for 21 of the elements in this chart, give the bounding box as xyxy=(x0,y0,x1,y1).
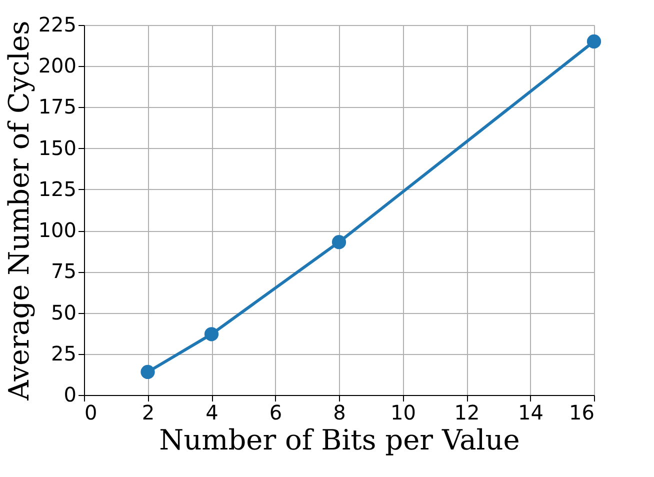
x-tick-label: 14 xyxy=(518,400,544,424)
y-tick-label: 225 xyxy=(38,12,76,36)
x-tick-label: 12 xyxy=(454,400,480,424)
x-tick-label: 8 xyxy=(333,400,346,424)
y-tick-label: 0 xyxy=(64,382,76,406)
x-tick-label: 0 xyxy=(84,400,98,424)
x-tick-label: 16 xyxy=(569,400,594,424)
x-tick-label: 6 xyxy=(269,400,282,424)
x-tick-label: 10 xyxy=(390,400,416,424)
x-tick-label: 2 xyxy=(142,400,155,424)
y-tick-label: 150 xyxy=(38,136,76,160)
x-axis-title: Number of Bits per Value xyxy=(159,424,520,456)
y-tick-label: 200 xyxy=(38,54,76,78)
y-axis-title: Average Number of Cycles xyxy=(2,20,36,402)
y-tick-label: 100 xyxy=(38,218,76,242)
y-tick-label: 175 xyxy=(38,94,76,119)
y-tick-label: 50 xyxy=(51,300,76,324)
x-tick-label: 4 xyxy=(206,400,218,424)
y-tick-label: 125 xyxy=(38,176,76,201)
y-tick-label: 25 xyxy=(51,341,76,366)
y-tick-label: 75 xyxy=(51,259,76,284)
